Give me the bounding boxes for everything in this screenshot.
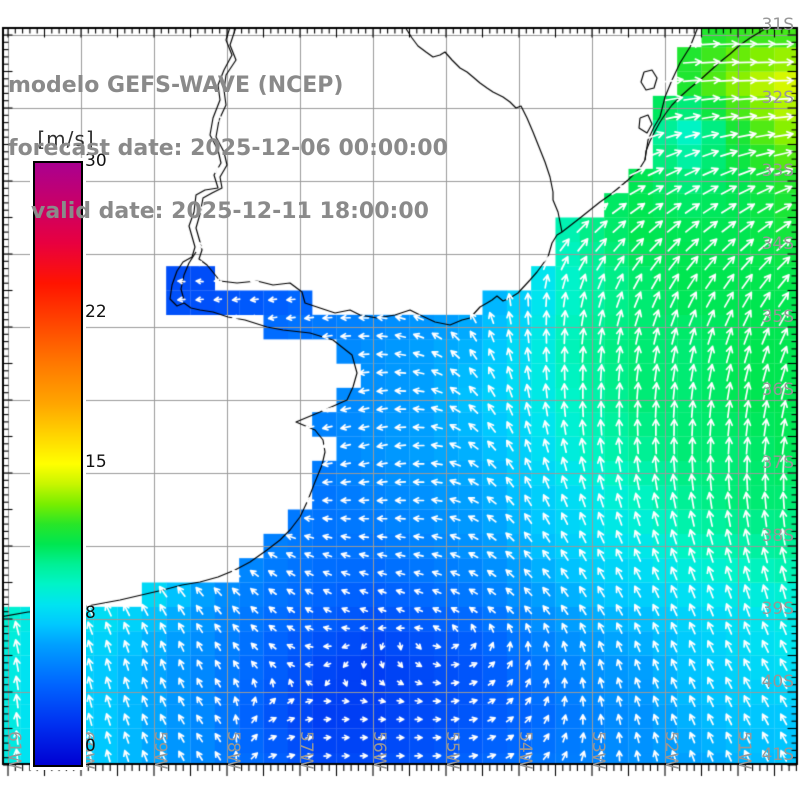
forecast-date-line: forecast date: 2025-12-06 00:00:00 [8, 136, 448, 161]
lat-tick-label: 40S [761, 672, 794, 692]
colorbar-tick-label: 0 [85, 736, 96, 756]
lon-tick-label: 56W [369, 731, 389, 770]
lon-tick-label: 59W [150, 731, 170, 770]
lat-tick-label: 31S [761, 15, 794, 35]
lat-tick-label: 36S [761, 380, 794, 400]
lat-tick-label: 41S [761, 745, 794, 765]
colorbar-tick-label: 22 [85, 301, 107, 322]
lon-tick-label: 58W [223, 731, 243, 770]
lon-tick-label: 52W [661, 731, 681, 770]
lon-tick-label: 53W [588, 731, 608, 770]
lat-tick-label: 35S [761, 307, 794, 327]
lat-tick-label: 34S [761, 234, 794, 254]
lon-tick-label: 57W [296, 731, 316, 770]
colorbar-gradient [33, 161, 83, 767]
valid-date-line: valid date: 2025-12-11 18:00:00 [8, 199, 429, 224]
lat-tick-label: 39S [761, 599, 794, 619]
colorbar-tick-label: 15 [85, 452, 107, 472]
lon-tick-label: 61W [4, 731, 24, 770]
lon-tick-label: 55W [442, 731, 462, 770]
plot-header: modelo GEFS-WAVE (NCEP) forecast date: 2… [8, 33, 448, 264]
model-title: modelo GEFS-WAVE (NCEP) [8, 73, 344, 98]
lat-tick-label: 38S [761, 526, 794, 546]
colorbar-unit-label: [m/s] [37, 127, 95, 151]
colorbar-tick-label: 8 [85, 602, 96, 623]
lat-tick-label: 32S [761, 88, 794, 108]
colorbar-tick-label: 30 [85, 151, 107, 171]
lat-tick-label: 33S [761, 161, 794, 181]
lon-tick-label: 51W [734, 731, 754, 770]
lat-tick-label: 37S [761, 453, 794, 473]
lon-tick-label: 54W [515, 731, 535, 770]
